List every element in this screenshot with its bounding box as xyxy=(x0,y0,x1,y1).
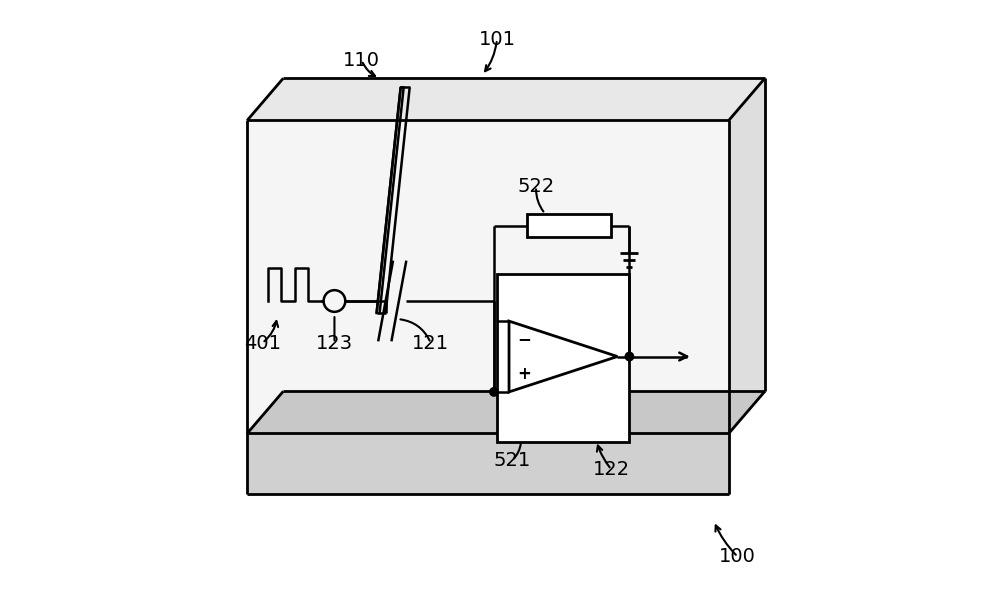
Text: 121: 121 xyxy=(412,334,449,353)
Polygon shape xyxy=(497,274,629,442)
Text: 123: 123 xyxy=(316,334,353,353)
Polygon shape xyxy=(247,433,729,494)
Polygon shape xyxy=(247,78,765,120)
Text: −: − xyxy=(517,330,531,348)
Text: 101: 101 xyxy=(478,29,515,49)
Text: +: + xyxy=(517,365,531,383)
Circle shape xyxy=(490,388,498,396)
Polygon shape xyxy=(729,78,765,433)
Polygon shape xyxy=(247,120,729,433)
Text: 521: 521 xyxy=(493,451,531,470)
Polygon shape xyxy=(527,214,611,237)
Polygon shape xyxy=(247,391,765,433)
Text: 522: 522 xyxy=(517,177,555,196)
Text: 401: 401 xyxy=(244,334,281,353)
Text: 122: 122 xyxy=(593,460,630,479)
Text: 100: 100 xyxy=(719,547,756,566)
Polygon shape xyxy=(509,321,617,392)
Text: 110: 110 xyxy=(343,51,380,70)
Circle shape xyxy=(625,352,634,361)
